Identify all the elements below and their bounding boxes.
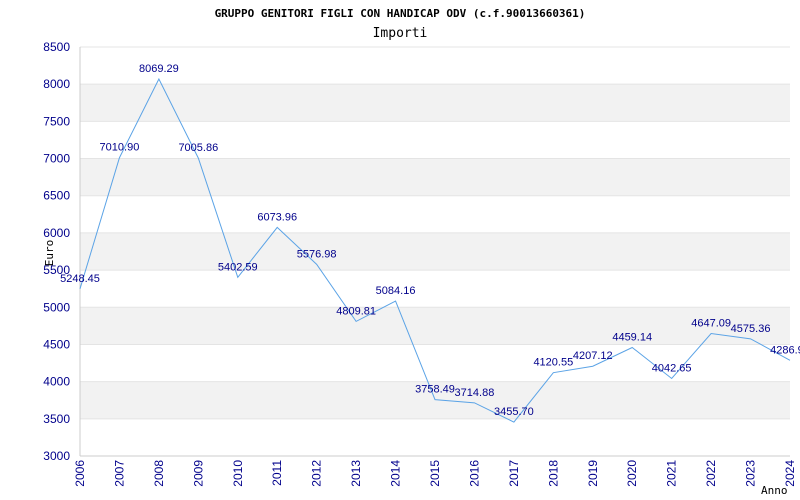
data-label: 5402.59 [218,261,258,273]
data-label: 7010.90 [100,142,140,154]
y-tick-label: 6000 [43,226,70,240]
x-tick-label: 2011 [270,460,284,486]
x-tick-label: 2022 [704,460,718,487]
data-label: 4042.65 [652,362,692,374]
y-tick-label: 5500 [43,263,70,277]
data-label: 5576.98 [297,248,337,260]
x-axis-ticks: 2006 2007 2008 2009 2010 2011 2012 2013 2014 2015… [73,460,797,487]
data-label: 8069.29 [139,63,179,75]
x-tick-label: 2020 [625,460,639,487]
x-tick-label: 2023 [744,460,758,487]
x-tick-label: 2019 [586,460,600,487]
x-tick-label: 2006 [73,460,87,487]
y-tick-label: 3000 [43,449,70,463]
data-label: 4647.09 [691,318,731,330]
y-tick-label: 3500 [43,412,70,426]
chart-title: GRUPPO GENITORI FIGLI CON HANDICAP ODV (… [215,7,586,20]
x-tick-label: 2018 [546,460,560,487]
data-label: 4286.90 [770,344,800,356]
x-tick-label: 2010 [231,460,245,487]
data-labels: 5248.45 7010.90 8069.29 7005.86 5402.59 6073.… [60,63,800,418]
data-label: 4809.81 [336,305,376,317]
y-tick-label: 4000 [43,375,70,389]
x-tick-label: 2021 [665,460,679,487]
data-label: 7005.86 [178,142,218,154]
y-tick-label: 6500 [43,189,70,203]
y-axis-ticks: 3000 3500 4000 4500 5000 5500 6000 6500 7000 7500… [43,40,70,463]
grid-band [80,232,790,271]
y-tick-label: 8000 [43,77,70,91]
data-label: 6073.96 [257,211,297,223]
x-tick-label: 2013 [349,460,363,487]
x-tick-label: 2007 [112,460,126,487]
data-label: 3714.88 [455,387,495,399]
x-tick-label: 2017 [507,460,521,487]
data-label: 5084.16 [376,285,416,297]
grid-band [80,381,790,419]
grid-band [80,84,790,122]
data-label: 3455.70 [494,406,534,418]
y-axis-label: Euro [43,240,56,267]
grid-band [80,158,790,196]
data-label: 4459.14 [612,331,652,343]
data-label: 4207.12 [573,350,613,362]
y-tick-label: 8500 [43,40,70,54]
data-label: 5248.45 [60,273,100,285]
y-tick-label: 5000 [43,300,70,314]
x-tick-label: 2014 [389,460,403,487]
x-tick-label: 2016 [467,460,481,487]
grid-bands [80,84,790,419]
grid-band [80,307,790,345]
data-label: 3758.49 [415,384,455,396]
series-line [79,77,791,423]
y-tick-label: 7000 [43,152,70,166]
y-tick-label: 4500 [43,337,70,351]
x-tick-label: 2009 [191,460,205,487]
data-label: 4575.36 [731,323,771,335]
x-tick-label: 2008 [152,460,166,487]
data-label: 4120.55 [533,357,573,369]
x-tick-label: 2024 [783,460,797,487]
y-tick-label: 7500 [43,114,70,128]
x-tick-label: 2012 [310,460,324,487]
chart-subtitle: Importi [373,26,428,41]
x-tick-label: 2015 [428,460,442,487]
x-axis-label: Anno [761,484,788,497]
